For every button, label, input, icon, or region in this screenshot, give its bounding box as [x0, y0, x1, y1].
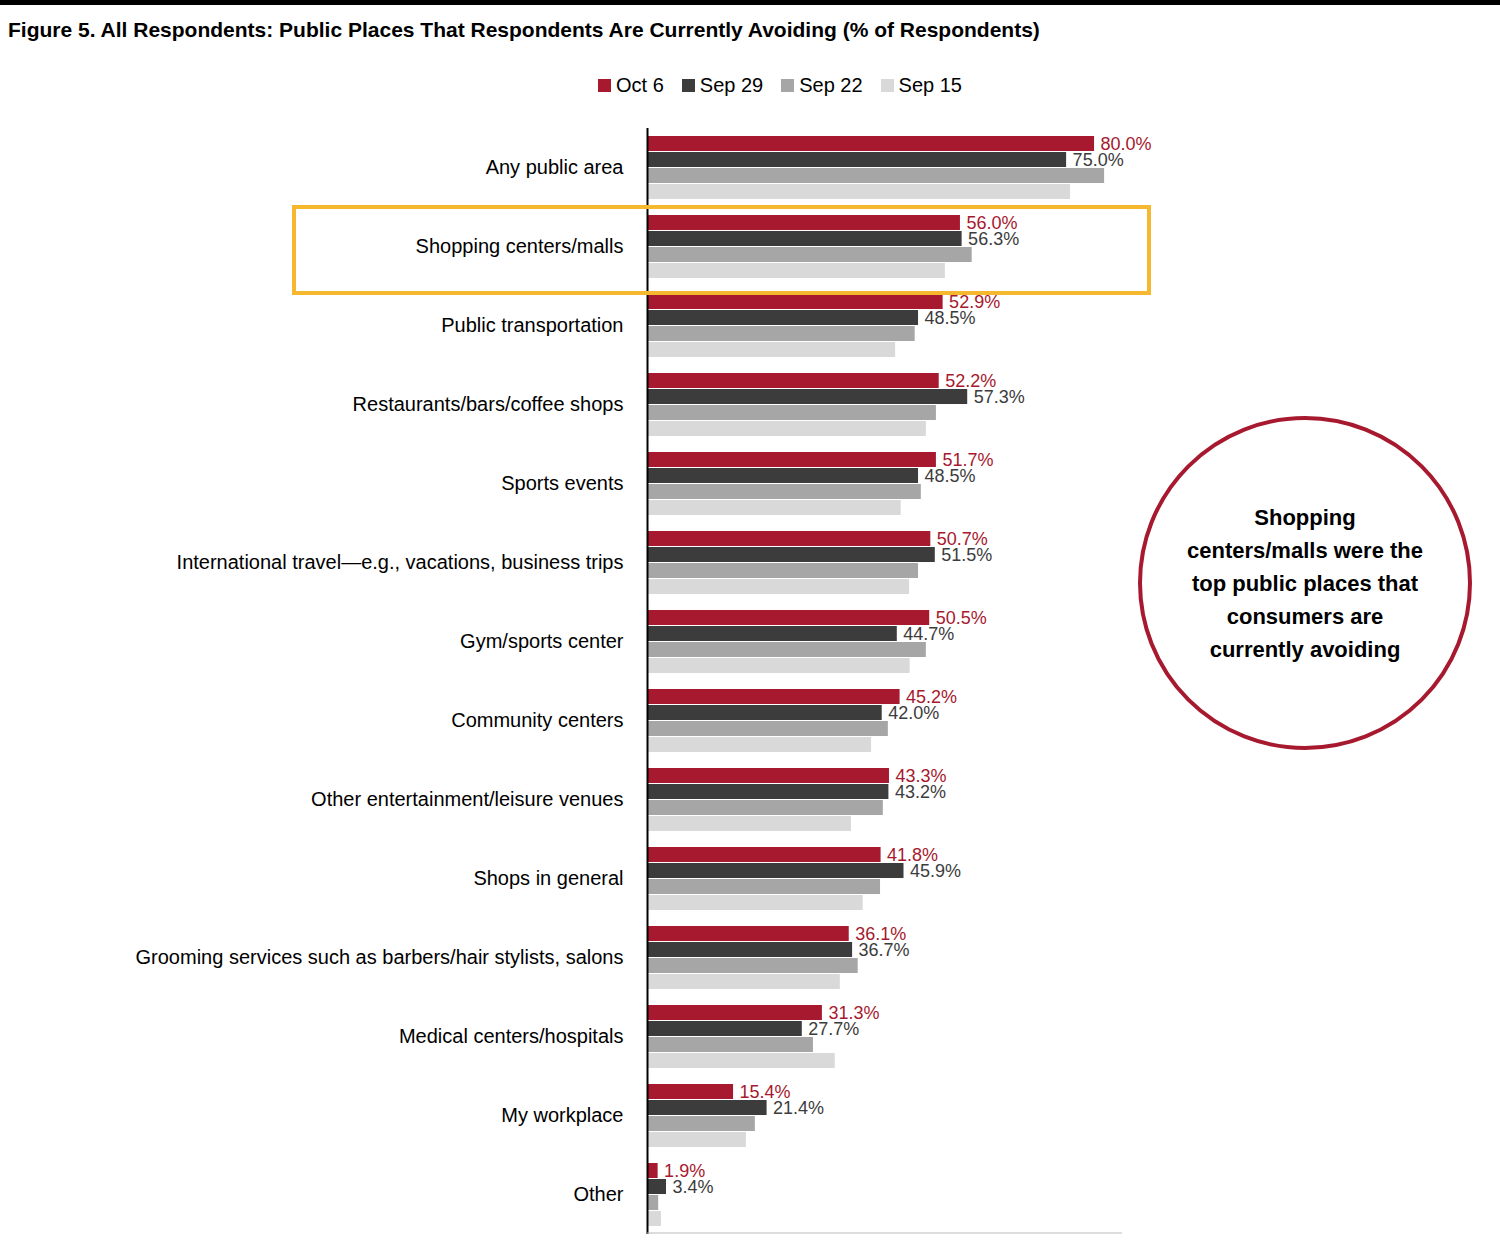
svg-text:56.3%: 56.3%: [968, 229, 1019, 249]
html-text:Sep 15: Sep 15: [898, 74, 962, 96]
html-text:Shopping centers/malls were th: Shopping centers/malls were the top publ…: [1187, 504, 1423, 662]
svg-text:45.2%: 45.2%: [906, 686, 958, 707]
svg-text:Other: Other: [573, 1183, 623, 1205]
svg-text:Grooming services such as barb: Grooming services such as barbers/hair s…: [136, 946, 624, 968]
svg-text:42.0%: 42.0%: [888, 703, 939, 723]
svg-text:International travel—e.g., vac: International travel—e.g., vacations, bu…: [177, 551, 624, 573]
svg-text:43.2%: 43.2%: [895, 782, 946, 802]
svg-text:36.7%: 36.7%: [859, 940, 910, 960]
html-text:Oct 6: Oct 6: [616, 74, 664, 96]
svg-text:51.7%: 51.7%: [942, 449, 994, 470]
svg-text:Medical centers/hospitals: Medical centers/hospitals: [399, 1025, 624, 1047]
svg-text:44.7%: 44.7%: [903, 624, 954, 644]
svg-text:43.3%: 43.3%: [895, 765, 947, 786]
svg-text:Gym/sports center: Gym/sports center: [460, 630, 624, 652]
svg-text:Restaurants/bars/coffee shops: Restaurants/bars/coffee shops: [353, 393, 624, 415]
svg-text:Shops in general: Shops in general: [473, 867, 623, 889]
svg-text:Other entertainment/leisure ve: Other entertainment/leisure venues: [311, 788, 623, 810]
svg-text:Any public area: Any public area: [486, 156, 625, 178]
svg-text:57.3%: 57.3%: [974, 387, 1025, 407]
svg-text:31.3%: 31.3%: [828, 1002, 880, 1023]
svg-text:15.4%: 15.4%: [739, 1081, 791, 1102]
svg-text:Community centers: Community centers: [451, 709, 623, 731]
svg-text:Sports events: Sports events: [501, 472, 623, 494]
svg-text:27.7%: 27.7%: [808, 1019, 859, 1039]
svg-text:21.4%: 21.4%: [773, 1098, 824, 1118]
svg-text:50.7%: 50.7%: [936, 528, 988, 549]
html-text:Figure 5. All Respondents: Pub: Figure 5. All Respondents: Public Places…: [8, 18, 1040, 41]
svg-text:Shopping centers/malls: Shopping centers/malls: [416, 235, 624, 257]
svg-text:1.9%: 1.9%: [664, 1160, 706, 1181]
svg-text:3.4%: 3.4%: [673, 1177, 714, 1197]
svg-text:48.5%: 48.5%: [925, 308, 976, 328]
svg-text:80.0%: 80.0%: [1100, 133, 1152, 154]
html-text:Sep 29: Sep 29: [699, 74, 764, 96]
svg-text:51.5%: 51.5%: [941, 545, 992, 565]
svg-text:52.9%: 52.9%: [949, 291, 1001, 312]
svg-text:52.2%: 52.2%: [945, 370, 997, 391]
svg-text:75.0%: 75.0%: [1073, 150, 1124, 170]
svg-text:45.9%: 45.9%: [910, 861, 961, 881]
svg-text:50.5%: 50.5%: [935, 607, 987, 628]
html-text:Sep 22: Sep 22: [799, 74, 863, 96]
svg-text:48.5%: 48.5%: [925, 466, 976, 486]
svg-text:My workplace: My workplace: [501, 1104, 623, 1126]
svg-text:36.1%: 36.1%: [855, 923, 907, 944]
svg-text:41.8%: 41.8%: [887, 844, 939, 865]
svg-text:Public transportation: Public transportation: [441, 314, 623, 336]
svg-text:56.0%: 56.0%: [966, 212, 1018, 233]
